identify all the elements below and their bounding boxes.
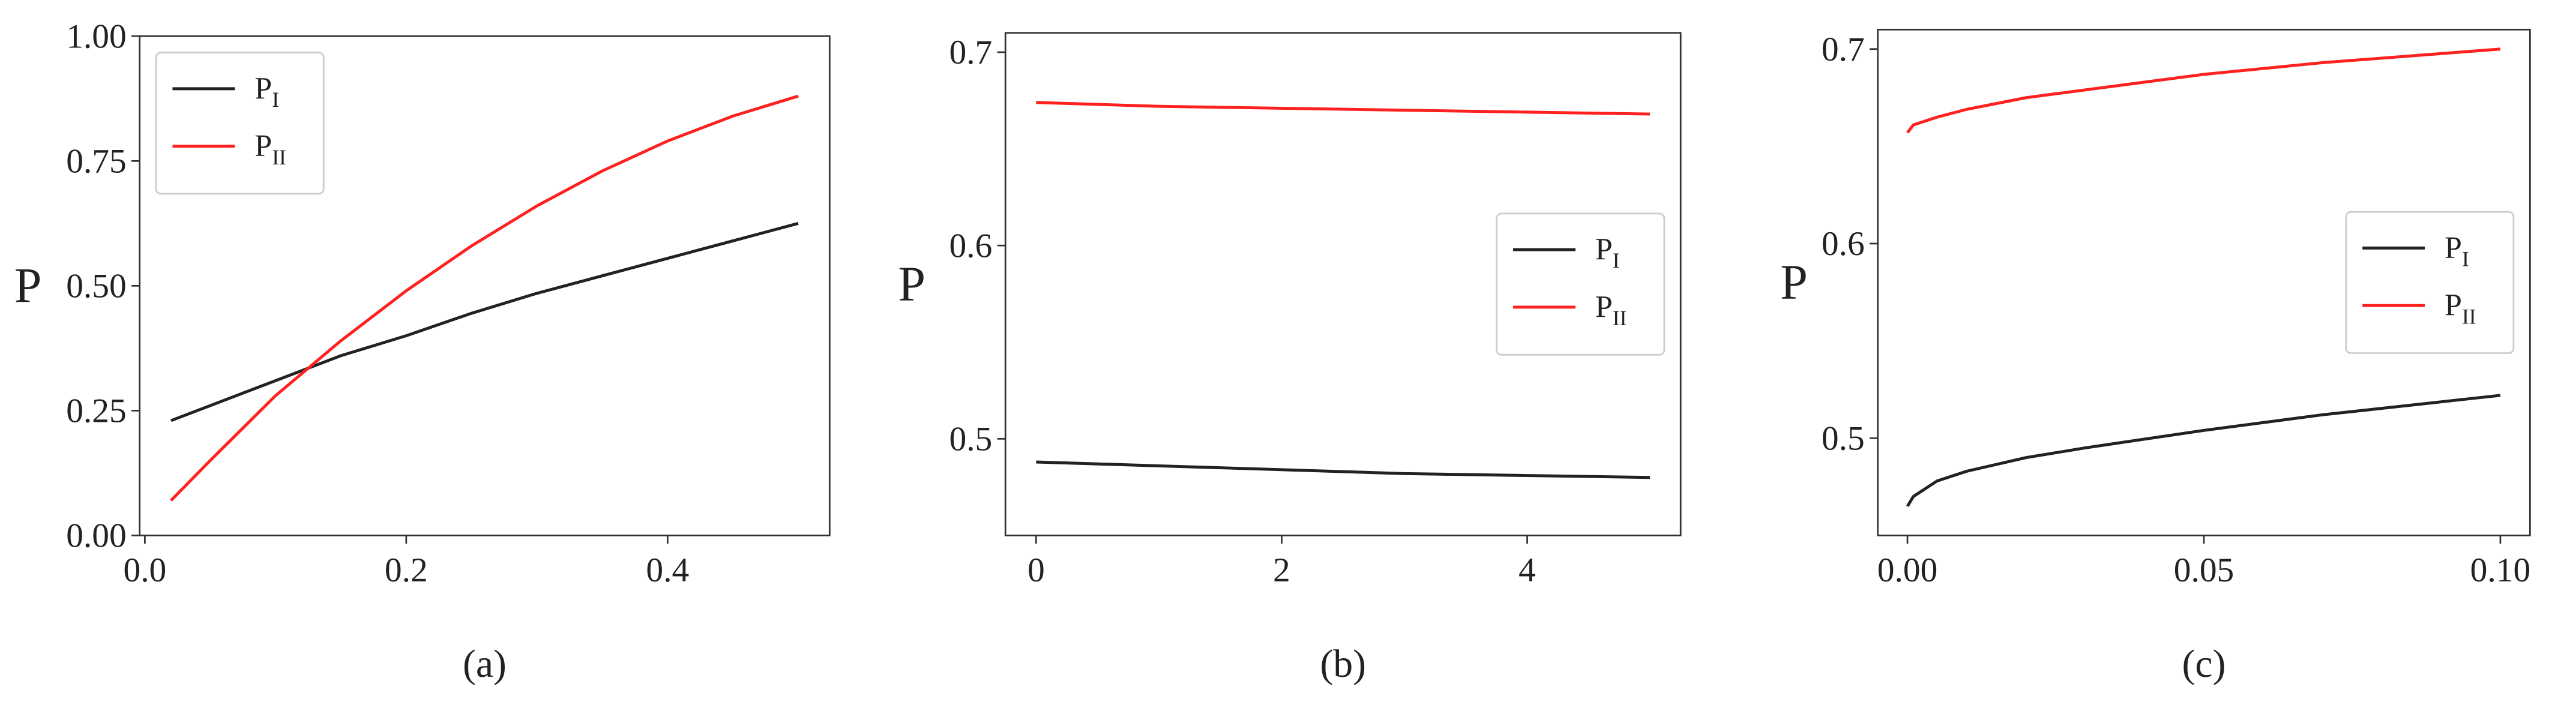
legend-entry: PII: [254, 129, 286, 169]
x-tick-label: 0.05: [2174, 551, 2234, 589]
x-tick-label: 4: [1518, 551, 1536, 589]
legend-entry: PI: [1595, 233, 1620, 273]
legend-subscript: II: [1613, 306, 1627, 330]
legend-name: P: [254, 129, 272, 163]
legend-name: P: [1595, 290, 1613, 324]
y-tick-label: 0.5: [1822, 419, 1865, 457]
legend-name: P: [2445, 231, 2462, 265]
legend-entry: PII: [2445, 289, 2476, 329]
x-tick-label: 0.00: [1877, 551, 1938, 589]
y-tick-label: 0.50: [66, 267, 127, 305]
y-tick-label: 1.00: [66, 17, 127, 55]
x-tick-label: 0: [1028, 551, 1045, 589]
y-tick-label: 0.7: [949, 34, 992, 71]
data-line: [1036, 101, 1651, 116]
legend-subscript: I: [2462, 247, 2469, 271]
legend-entry: PII: [1595, 290, 1627, 330]
y-tick-label: 0.25: [66, 392, 127, 430]
legend-entry: PI: [254, 71, 279, 112]
data-line: [1036, 460, 1651, 479]
data-line: [1906, 394, 2501, 508]
legend-subscript: II: [2462, 304, 2476, 328]
x-tick-label: 0.2: [385, 551, 428, 589]
x-tick-label: 0.0: [123, 551, 166, 589]
x-tick-label: 2: [1273, 551, 1290, 589]
legend-name: P: [254, 71, 272, 106]
caption: (c): [2182, 642, 2226, 686]
axes-frame: [139, 35, 831, 536]
axes-frame: [1877, 28, 2531, 536]
data-line: [170, 94, 799, 502]
y-tick-label: 0.6: [1822, 225, 1865, 263]
legend-entry: PI: [2445, 231, 2469, 271]
legend-name: P: [2445, 289, 2462, 323]
y-axis-label: P: [898, 257, 925, 311]
y-tick-label: 0.7: [1822, 31, 1865, 68]
legend-frame: [155, 52, 325, 195]
y-tick-label: 0.00: [66, 517, 127, 555]
legend-subscript: I: [272, 88, 279, 112]
x-tick-label: 0.10: [2470, 551, 2531, 589]
legend-frame: [2345, 211, 2515, 354]
y-tick-label: 0.6: [949, 227, 992, 265]
y-tick-label: 0.75: [66, 142, 127, 180]
legend-subscript: II: [272, 145, 286, 169]
data-line: [170, 221, 799, 422]
legend-subscript: I: [1613, 248, 1620, 272]
y-tick-label: 0.5: [949, 420, 992, 458]
axes-frame: [1004, 32, 1682, 536]
legend-name: P: [1595, 233, 1613, 267]
y-axis-label: P: [14, 259, 42, 313]
x-tick-label: 0.4: [646, 551, 689, 589]
legend-frame: [1496, 212, 1666, 356]
caption: (b): [1320, 642, 1366, 686]
caption: (a): [463, 642, 507, 686]
data-line: [1906, 47, 2501, 134]
y-axis-label: P: [1780, 255, 1808, 310]
